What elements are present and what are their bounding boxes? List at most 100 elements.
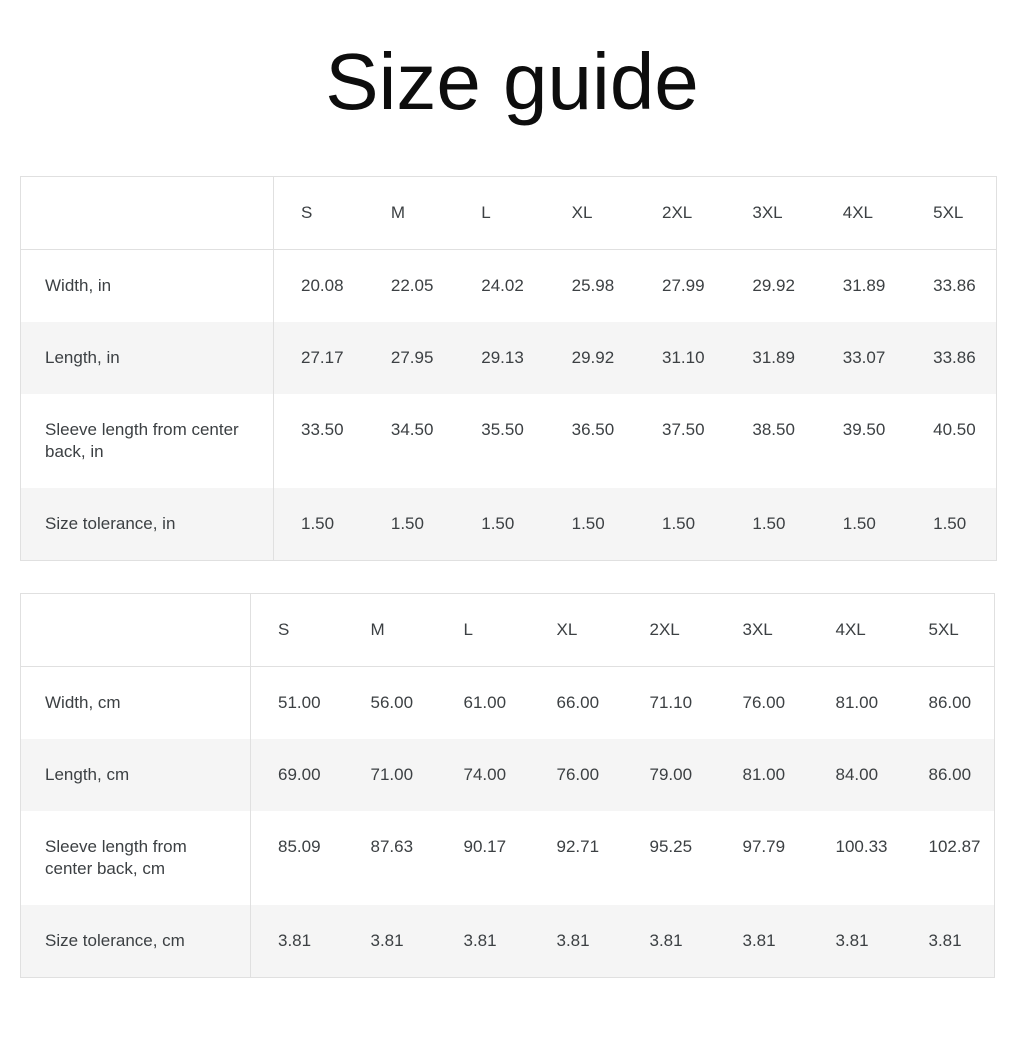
row-label: Size tolerance, cm (20, 905, 251, 978)
size-value-cell: 90.17 (463, 837, 507, 856)
size-column-header: XL (529, 593, 623, 667)
size-value-cell: 61.00 (463, 693, 507, 712)
table-row: Sleeve length from center back, cm 85.09 8… (20, 811, 995, 905)
size-column-header: 5XL (901, 593, 995, 667)
size-column-header: L (436, 593, 530, 667)
size-value-cell: 33.07 (842, 348, 886, 367)
size-value-cell: 97.79 (742, 837, 786, 856)
size-column-header: 4XL (808, 593, 902, 667)
size-value-cell: 81.00 (835, 693, 879, 712)
size-value-cell: 1.50 (662, 514, 696, 533)
size-value-cell: 3.81 (463, 931, 497, 950)
size-value-cell: 76.00 (556, 765, 600, 784)
size-value-cell: 71.10 (649, 693, 693, 712)
size-header-row: S M L XL 2XL 3XL 4XL 5XL (20, 176, 997, 250)
size-value-cell: 39.50 (842, 420, 886, 439)
size-value-cell: 92.71 (556, 837, 600, 856)
size-value-cell: 95.25 (649, 837, 693, 856)
size-value-cell: 1.50 (301, 514, 335, 533)
size-column-header: L (454, 176, 545, 250)
size-value-cell: 1.50 (752, 514, 786, 533)
size-table-inches: S M L XL 2XL 3XL 4XL 5XL Width, in 20.08 22.05 24.0… (20, 176, 997, 561)
size-value-cell: 1.50 (481, 514, 515, 533)
size-value-cell: 3.81 (278, 931, 312, 950)
size-column-header: XL (544, 176, 635, 250)
row-label: Width, in (20, 249, 274, 322)
table-row: Size tolerance, in 1.50 1.50 1.50 1.50 1.50 1.… (20, 488, 997, 561)
size-value-cell: 86.00 (928, 693, 972, 712)
size-value-cell: 38.50 (752, 420, 795, 439)
size-column-header: 2XL (635, 176, 726, 250)
table-row: Size tolerance, cm 3.81 3.81 3.81 3.81 3.81 3.… (20, 905, 995, 978)
row-label: Length, in (20, 322, 274, 394)
corner-cell (20, 176, 274, 250)
page-title: Size guide (325, 37, 699, 126)
table-row: Width, cm 51.00 56.00 61.00 66.00 71.10 76.00 8… (20, 666, 995, 739)
size-value-cell: 3.81 (742, 931, 776, 950)
row-label: Sleeve length from center back, cm (20, 811, 251, 905)
size-value-cell: 102.87 (928, 837, 981, 856)
size-value-cell: 31.89 (842, 276, 886, 295)
size-value-cell: 1.50 (933, 514, 967, 533)
size-value-cell: 76.00 (742, 693, 786, 712)
size-column-header: 5XL (906, 176, 997, 250)
size-value-cell: 1.50 (842, 514, 876, 533)
size-value-cell: 33.86 (933, 276, 976, 295)
size-value-cell: 3.81 (928, 931, 962, 950)
row-label: Sleeve length from center back, in (20, 394, 274, 488)
size-value-cell: 24.02 (481, 276, 524, 295)
size-column-header: 3XL (725, 176, 816, 250)
size-column-header: S (273, 176, 364, 250)
size-value-cell: 29.92 (571, 348, 615, 367)
size-value-cell: 27.95 (390, 348, 434, 367)
size-value-cell: 79.00 (649, 765, 693, 784)
size-value-cell: 22.05 (390, 276, 434, 295)
size-column-header: M (363, 176, 455, 250)
size-value-cell: 27.17 (301, 348, 344, 367)
size-value-cell: 20.08 (301, 276, 344, 295)
size-value-cell: 34.50 (390, 420, 434, 439)
size-value-cell: 3.81 (835, 931, 869, 950)
table-row: Width, in 20.08 22.05 24.02 25.98 27.99 29.92 3… (20, 249, 997, 322)
size-value-cell: 37.50 (662, 420, 705, 439)
size-value-cell: 3.81 (370, 931, 404, 950)
row-label: Width, cm (20, 666, 251, 739)
size-column-header: 2XL (622, 593, 716, 667)
size-value-cell: 87.63 (370, 837, 414, 856)
size-value-cell: 66.00 (556, 693, 600, 712)
size-tables-container: S M L XL 2XL 3XL 4XL 5XL Width, in 20.08 22.05 24.0… (20, 176, 1024, 978)
size-value-cell: 56.00 (370, 693, 414, 712)
table-row: Length, cm 69.00 71.00 74.00 76.00 79.00 81.00… (20, 739, 995, 811)
size-value-cell: 31.10 (662, 348, 705, 367)
size-value-cell: 1.50 (390, 514, 424, 533)
size-value-cell: 51.00 (278, 693, 321, 712)
size-value-cell: 86.00 (928, 765, 972, 784)
size-value-cell: 1.50 (571, 514, 605, 533)
size-value-cell: 3.81 (649, 931, 683, 950)
size-value-cell: 74.00 (463, 765, 507, 784)
size-value-cell: 36.50 (571, 420, 615, 439)
size-value-cell: 85.09 (278, 837, 321, 856)
size-column-header: M (343, 593, 437, 667)
size-value-cell: 31.89 (752, 348, 795, 367)
size-value-cell: 71.00 (370, 765, 414, 784)
size-value-cell: 33.86 (933, 348, 976, 367)
row-label: Size tolerance, in (20, 488, 274, 561)
size-column-header: 3XL (715, 593, 809, 667)
size-table-cm: S M L XL 2XL 3XL 4XL 5XL Width, cm 51.00 56.00 61.0… (20, 593, 995, 978)
size-value-cell: 81.00 (742, 765, 786, 784)
size-header-row: S M L XL 2XL 3XL 4XL 5XL (20, 593, 995, 667)
size-value-cell: 69.00 (278, 765, 321, 784)
size-value-cell: 3.81 (556, 931, 590, 950)
size-value-cell: 35.50 (481, 420, 524, 439)
table-row: Length, in 27.17 27.95 29.13 29.92 31.10 31.89… (20, 322, 997, 394)
size-value-cell: 33.50 (301, 420, 344, 439)
row-label: Length, cm (20, 739, 251, 811)
corner-cell (20, 593, 251, 667)
size-value-cell: 25.98 (571, 276, 615, 295)
size-column-header: 4XL (815, 176, 907, 250)
size-value-cell: 100.33 (835, 837, 888, 856)
table-row: Sleeve length from center back, in 33.50 3… (20, 394, 997, 488)
size-column-header: S (250, 593, 344, 667)
size-value-cell: 29.92 (752, 276, 795, 295)
